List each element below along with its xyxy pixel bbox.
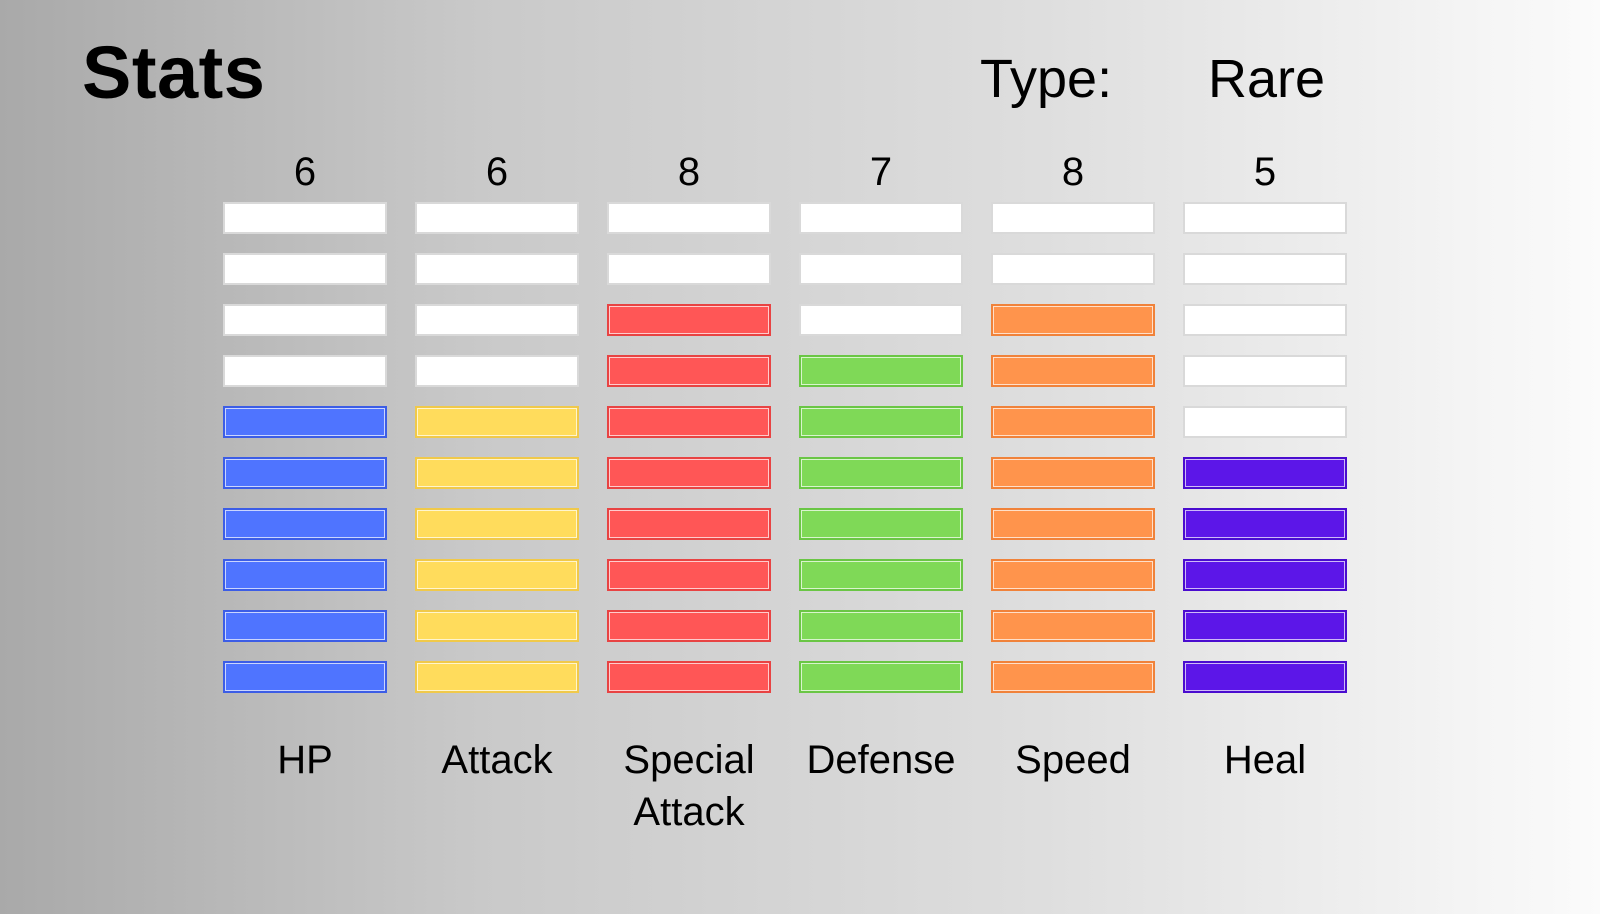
stat-label-special-attack: Special Attack <box>623 738 755 834</box>
stat-column-attack: 6 <box>415 150 579 712</box>
stat-bar-empty <box>223 202 387 234</box>
stat-label-hp: HP <box>277 738 333 782</box>
stat-bar-filled <box>799 355 963 387</box>
stat-value: 6 <box>485 150 509 194</box>
stat-value: 6 <box>293 150 317 194</box>
stat-bar-filled <box>1183 559 1347 591</box>
stat-bar-filled <box>991 508 1155 540</box>
stat-bar-filled <box>607 661 771 693</box>
stat-bar-empty <box>1183 253 1347 285</box>
stat-bar-filled <box>1183 610 1347 642</box>
stat-bar-filled <box>799 559 963 591</box>
stat-bar-empty <box>415 253 579 285</box>
stat-bar-filled <box>607 508 771 540</box>
type-label: Type: <box>980 49 1113 109</box>
stat-bar-empty <box>607 253 771 285</box>
stat-bar-empty <box>799 202 963 234</box>
stat-bar-filled <box>607 355 771 387</box>
stat-bars <box>799 202 963 693</box>
stat-bar-filled <box>799 508 963 540</box>
stat-bar-filled <box>991 457 1155 489</box>
stat-bar-empty <box>1183 355 1347 387</box>
stat-label-speed: Speed <box>1015 738 1131 782</box>
stat-bar-filled <box>415 661 579 693</box>
stat-label-heal: Heal <box>1223 738 1307 782</box>
stat-bar-filled <box>415 457 579 489</box>
stat-bar-filled <box>415 610 579 642</box>
stat-value: 7 <box>869 150 893 194</box>
stat-bar-filled <box>799 610 963 642</box>
stat-bars <box>607 202 771 693</box>
stat-bar-filled <box>607 457 771 489</box>
stat-bar-filled <box>415 559 579 591</box>
stat-bar-filled <box>415 508 579 540</box>
stat-bar-empty <box>991 202 1155 234</box>
stat-bar-filled <box>223 406 387 438</box>
stat-bar-filled <box>991 406 1155 438</box>
stat-bar-filled <box>1183 457 1347 489</box>
stat-bar-empty <box>799 253 963 285</box>
stat-bars <box>415 202 579 693</box>
stat-bars <box>1183 202 1347 693</box>
stat-bar-empty <box>607 202 771 234</box>
stat-bar-filled <box>991 355 1155 387</box>
stat-column-speed: 8 <box>991 150 1155 712</box>
stat-bar-empty <box>1183 406 1347 438</box>
stat-column-defense: 7 <box>799 150 963 712</box>
stat-bars <box>223 202 387 693</box>
stat-bar-empty <box>415 355 579 387</box>
stat-bar-filled <box>991 661 1155 693</box>
stat-bar-filled <box>607 406 771 438</box>
page-title: Stats <box>82 31 266 114</box>
stat-label-attack: Attack <box>441 738 553 782</box>
stat-bar-empty <box>223 304 387 336</box>
stat-column-heal: 5 <box>1183 150 1347 712</box>
stat-bar-filled <box>991 304 1155 336</box>
stat-bar-filled <box>223 508 387 540</box>
stat-bar-filled <box>607 304 771 336</box>
stat-bar-filled <box>223 457 387 489</box>
stat-bar-empty <box>1183 202 1347 234</box>
type-value: Rare <box>1208 49 1326 109</box>
stat-bar-filled <box>607 559 771 591</box>
stat-bar-filled <box>607 610 771 642</box>
stat-bars <box>991 202 1155 693</box>
stat-bar-filled <box>991 559 1155 591</box>
stat-bar-filled <box>1183 508 1347 540</box>
stat-bar-empty <box>223 253 387 285</box>
stat-bar-empty <box>991 253 1155 285</box>
stat-bar-empty <box>415 202 579 234</box>
stat-bar-empty <box>415 304 579 336</box>
stat-bar-filled <box>223 661 387 693</box>
stat-bar-filled <box>799 457 963 489</box>
stat-bar-filled <box>223 559 387 591</box>
stat-label-defense: Defense <box>806 738 956 782</box>
stat-bar-filled <box>1183 661 1347 693</box>
stat-value: 8 <box>677 150 701 194</box>
stat-bar-filled <box>799 661 963 693</box>
stat-column-special-attack: 8 <box>607 150 771 712</box>
stat-bar-filled <box>223 610 387 642</box>
stat-bar-filled <box>799 406 963 438</box>
stat-value: 5 <box>1253 150 1277 194</box>
stat-value: 8 <box>1061 150 1085 194</box>
stat-column-hp: 6 <box>223 150 387 712</box>
stat-bar-filled <box>415 406 579 438</box>
stat-bar-empty <box>799 304 963 336</box>
stat-bar-empty <box>223 355 387 387</box>
stat-bar-filled <box>991 610 1155 642</box>
stat-bar-empty <box>1183 304 1347 336</box>
